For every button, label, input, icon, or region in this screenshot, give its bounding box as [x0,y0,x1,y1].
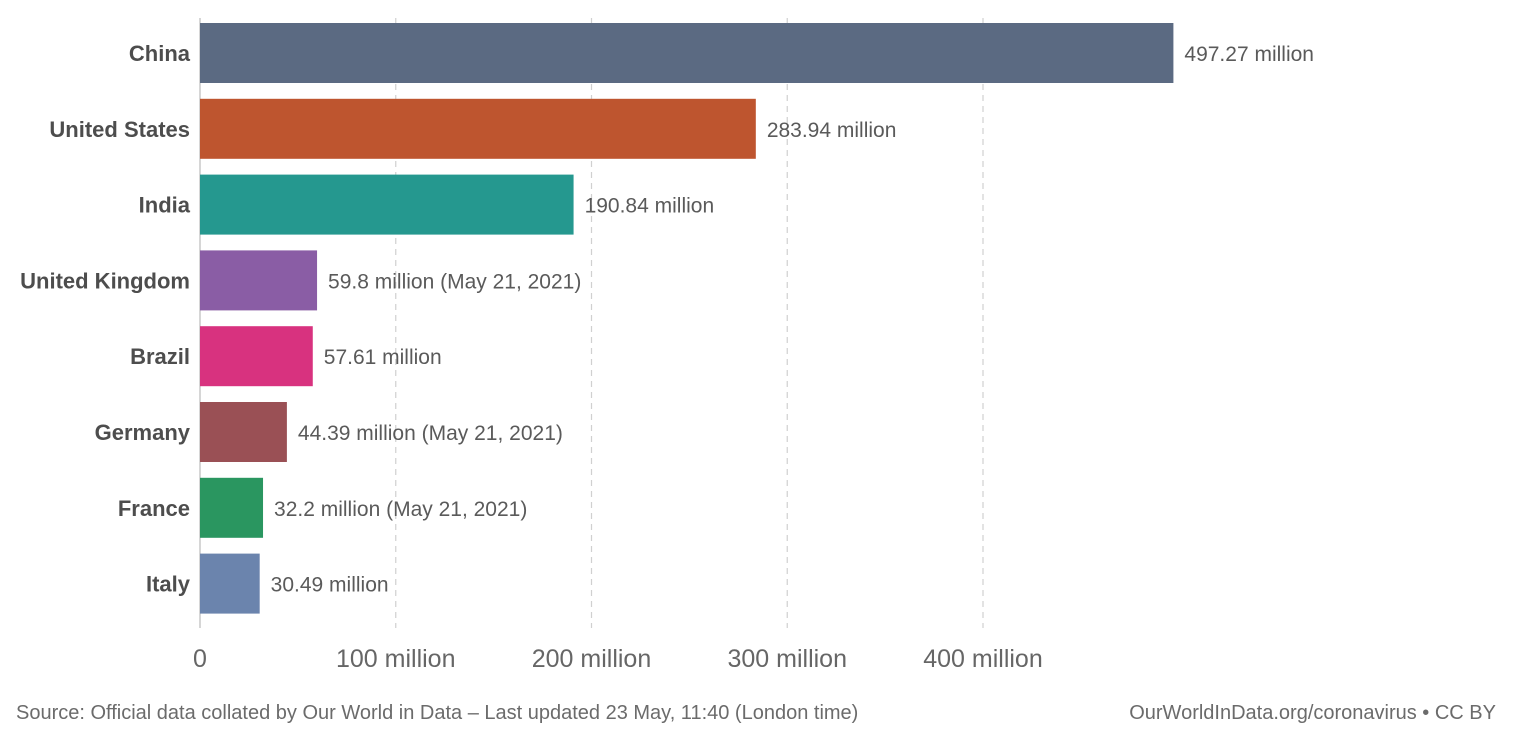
bar-united-kingdom[interactable] [200,250,318,311]
x-tick-label: 300 million [727,645,847,673]
value-label: 57.61 million [324,346,442,369]
x-tick-label: 400 million [923,645,1043,673]
value-label: 190.84 million [585,195,715,218]
category-label: India [139,193,191,218]
value-label: 32.2 million (May 21, 2021) [274,498,527,521]
x-tick-label: 200 million [532,645,652,673]
x-tick-label: 100 million [336,645,456,673]
value-label: 283.94 million [767,119,897,142]
source-note: Source: Official data collated by Our Wo… [16,702,859,724]
value-label: 30.49 million [271,574,389,597]
category-label: France [118,496,190,521]
bar-germany[interactable] [200,402,287,462]
bars [200,23,1174,614]
x-tick-label: 0 [193,645,207,673]
value-label: 44.39 million (May 21, 2021) [298,422,563,445]
bar-china[interactable] [200,23,1174,83]
site-credit-link[interactable]: OurWorldInData.org/coronavirus • CC BY [1129,702,1496,724]
bar-italy[interactable] [200,553,260,614]
bar-india[interactable] [200,174,574,235]
labels: China 497.27 million United States 283.94 m… [20,41,1314,597]
category-label: Germany [95,420,191,445]
bar-france[interactable] [200,477,264,538]
bar-chart: China 497.27 million United States 283.94 m… [20,18,1314,673]
category-label: United Kingdom [20,268,190,293]
x-axis-ticks: 0 100 million 200 million 300 million 400 mi… [193,645,1043,673]
value-label: 59.8 million (May 21, 2021) [328,270,581,293]
bar-united-states[interactable] [200,98,756,159]
category-label: China [129,41,191,66]
bar-brazil[interactable] [200,326,313,387]
category-label: Brazil [130,344,190,369]
value-label: 497.27 million [1184,43,1314,66]
category-label: Italy [146,572,191,597]
category-label: United States [49,117,190,142]
